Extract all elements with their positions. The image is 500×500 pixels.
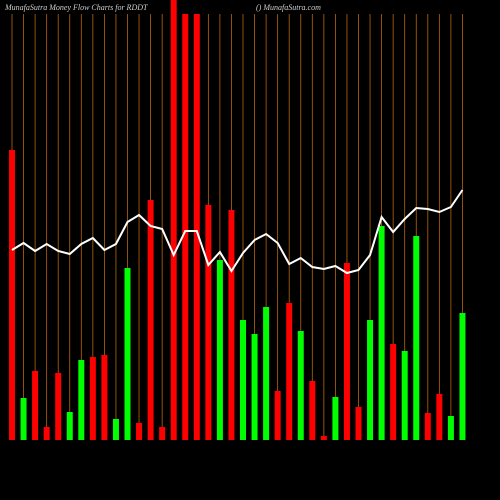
bar [205, 205, 212, 440]
bar [20, 398, 27, 440]
bar [343, 263, 350, 440]
bar [390, 344, 397, 440]
bar [297, 331, 304, 440]
bar [320, 436, 327, 440]
chart-subtitle: () MunafaSutra.com [256, 3, 321, 12]
bar [424, 413, 431, 440]
bar [136, 423, 143, 440]
bar [159, 427, 166, 440]
bar [101, 355, 108, 440]
bar [240, 320, 246, 440]
bar [413, 236, 420, 440]
bar [32, 371, 39, 440]
bar [263, 307, 270, 440]
bar [216, 260, 223, 440]
bar [66, 412, 73, 440]
money-flow-line [11, 189, 464, 275]
bar [78, 360, 85, 440]
bar [193, 14, 200, 440]
lines [11, 189, 464, 275]
bar [43, 427, 50, 440]
bar [367, 320, 374, 440]
bar [286, 303, 293, 440]
bar [182, 14, 189, 440]
bar [89, 357, 96, 440]
bar [459, 313, 466, 440]
bar [378, 226, 385, 440]
bar [170, 0, 177, 440]
bar [309, 381, 316, 440]
bar [332, 397, 339, 440]
bar [355, 407, 362, 440]
bar [9, 150, 15, 440]
bar [436, 394, 443, 440]
bar [274, 391, 281, 440]
bar [447, 416, 454, 440]
chart-title: MunafaSutra Money Flow Charts for RDDT [4, 3, 148, 12]
bar [112, 419, 119, 440]
bar [147, 200, 154, 440]
bar [55, 373, 62, 440]
bar [251, 334, 258, 440]
bars [9, 0, 466, 440]
bar [228, 210, 235, 440]
bar [401, 351, 408, 440]
bar [124, 268, 131, 440]
